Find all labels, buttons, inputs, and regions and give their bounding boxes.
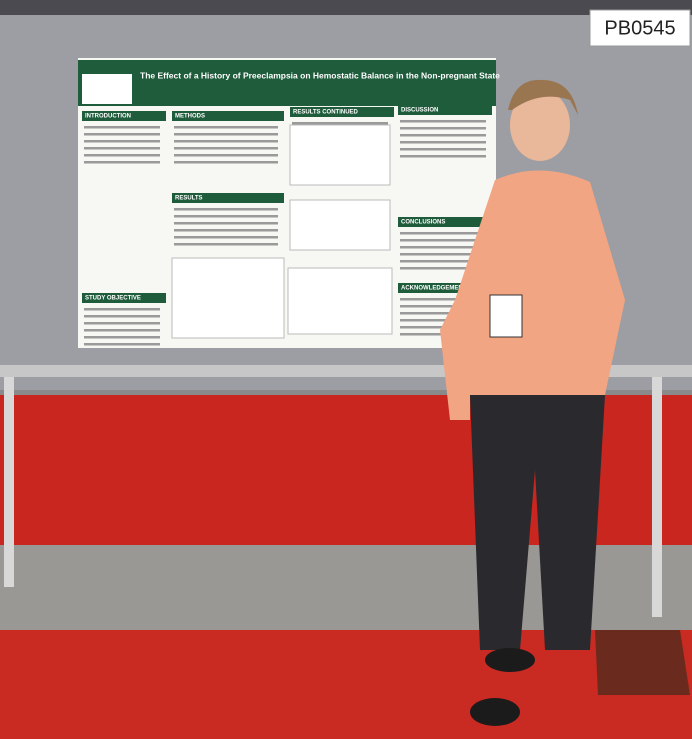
board-leg xyxy=(4,377,14,587)
text-line xyxy=(84,140,160,143)
text-line xyxy=(174,208,278,211)
handbag xyxy=(595,630,690,695)
text-line xyxy=(84,154,160,157)
arm xyxy=(440,300,470,420)
text-line xyxy=(84,315,160,318)
text-line xyxy=(400,127,486,130)
face xyxy=(510,89,570,161)
section-header-bar xyxy=(172,193,284,203)
sign-code: PB0545 xyxy=(604,17,675,39)
section-header: RESULTS CONTINUED xyxy=(293,110,359,116)
text-line xyxy=(174,229,278,232)
text-line xyxy=(84,133,160,136)
text-line xyxy=(174,243,278,246)
text-line xyxy=(174,222,278,225)
sweater xyxy=(455,170,625,395)
text-line xyxy=(400,239,486,242)
text-line xyxy=(400,253,486,256)
shoe xyxy=(485,648,535,672)
section-header: ACKNOWLEDGEMENTS xyxy=(401,286,470,292)
section-header: DISCUSSION xyxy=(401,108,438,114)
text-line xyxy=(84,336,160,339)
text-line xyxy=(400,298,486,301)
trousers xyxy=(470,395,605,650)
text-line xyxy=(400,305,486,308)
text-line xyxy=(292,122,388,125)
text-line xyxy=(84,126,160,129)
text-line xyxy=(84,308,160,311)
section-header: CONCLUSIONS xyxy=(401,220,445,226)
text-line xyxy=(400,260,486,263)
text-line xyxy=(400,232,486,235)
text-line xyxy=(84,161,160,164)
text-line xyxy=(400,134,486,137)
text-line xyxy=(84,147,160,150)
text-line xyxy=(84,343,160,346)
text-line xyxy=(400,155,486,158)
poster-table xyxy=(287,267,393,335)
text-line xyxy=(400,246,486,249)
text-line xyxy=(84,329,160,332)
section-header: INTRODUCTION xyxy=(85,114,131,120)
text-line xyxy=(174,154,278,157)
poster-header xyxy=(78,60,496,106)
poster-chart xyxy=(289,199,391,251)
hair xyxy=(508,79,578,115)
text-line xyxy=(174,161,278,164)
section-header: RESULTS xyxy=(175,196,203,202)
poster-title: The Effect of a History of Preeclampsia … xyxy=(140,70,500,80)
section-header-bar xyxy=(172,111,284,121)
sign xyxy=(589,9,691,47)
section-header: STUDY OBJECTIVE xyxy=(85,296,141,302)
section-header: METHODS xyxy=(175,114,205,120)
poster-logo xyxy=(82,74,132,104)
section-header-bar xyxy=(398,283,492,293)
text-line xyxy=(400,319,486,322)
poster-chart xyxy=(289,124,391,186)
text-line xyxy=(174,236,278,239)
text-line xyxy=(400,148,486,151)
shoe xyxy=(470,698,520,726)
badge xyxy=(489,294,523,338)
section-header-bar xyxy=(398,217,492,227)
person xyxy=(440,79,625,726)
section-header-bar xyxy=(82,293,166,303)
text-line xyxy=(174,126,278,129)
poster-table xyxy=(171,257,285,339)
text-line xyxy=(400,267,486,270)
text-line xyxy=(174,147,278,150)
board-leg xyxy=(652,377,662,617)
text-line xyxy=(84,322,160,325)
text-line xyxy=(400,141,486,144)
text-line xyxy=(400,312,486,315)
text-line xyxy=(174,215,278,218)
section-header-bar xyxy=(290,107,394,117)
text-line xyxy=(174,133,278,136)
section-header-bar xyxy=(398,105,492,115)
text-line xyxy=(400,120,486,123)
text-line xyxy=(174,140,278,143)
section-header-bar xyxy=(82,111,166,121)
